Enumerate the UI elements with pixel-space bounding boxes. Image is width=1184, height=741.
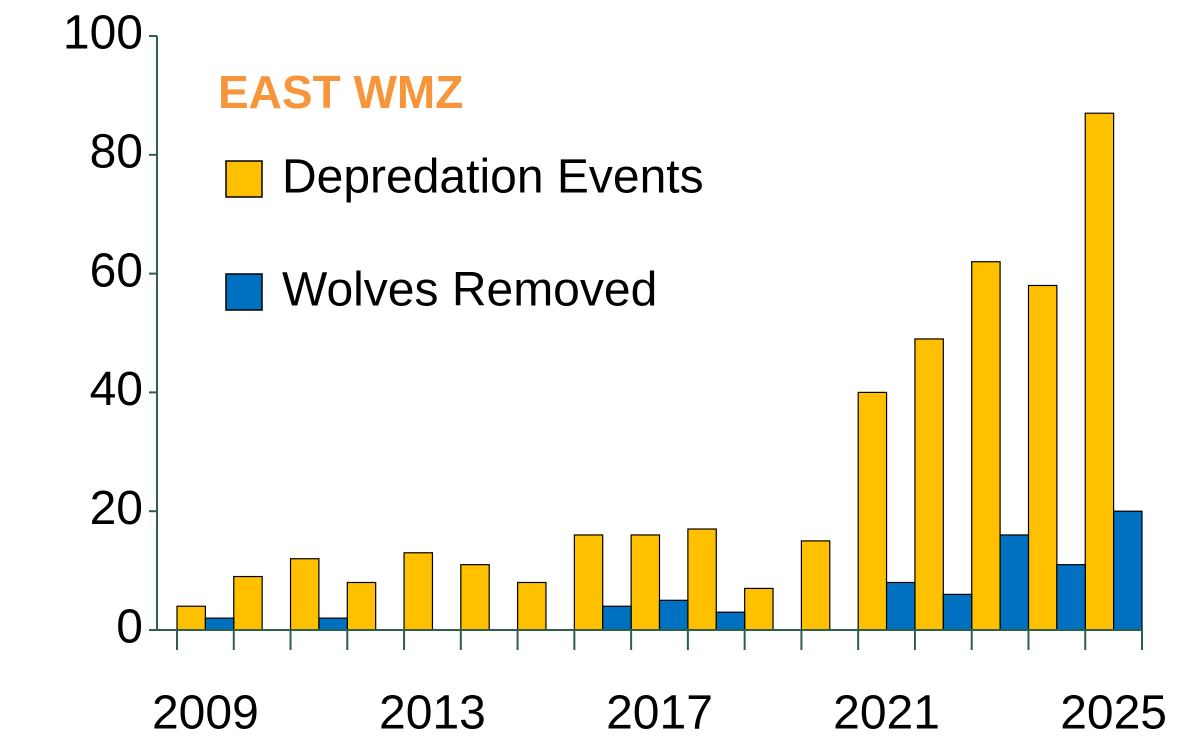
- y-tick-label: 0: [116, 601, 143, 654]
- bar: [1113, 510, 1143, 631]
- bar: [658, 599, 689, 631]
- x-tick-label: 2021: [833, 687, 940, 740]
- bar: [914, 338, 944, 631]
- y-tick-label: 60: [90, 244, 143, 297]
- y-tick-label: 40: [90, 363, 143, 416]
- y-tick-label: 20: [90, 482, 143, 535]
- bar: [999, 534, 1030, 631]
- legend-label: Depredation Events: [282, 151, 704, 204]
- x-tick-label: 2017: [606, 687, 713, 740]
- y-tick-label: 100: [63, 7, 143, 60]
- bar: [602, 605, 632, 631]
- bar: [346, 581, 377, 631]
- bar: [176, 605, 206, 631]
- y-tick-label: 80: [90, 125, 143, 178]
- x-tick-label: 2013: [379, 687, 486, 740]
- bar: [630, 534, 661, 631]
- bar: [744, 587, 774, 631]
- bar: [715, 611, 746, 631]
- bar: [942, 593, 973, 631]
- legend-swatch: [225, 160, 263, 198]
- bar: [687, 528, 717, 631]
- bar: [403, 552, 434, 631]
- x-tick-label: 2025: [1060, 687, 1167, 740]
- bar: [289, 558, 320, 631]
- legend-label: Wolves Removed: [282, 264, 657, 317]
- x-tick-label: 2009: [152, 687, 259, 740]
- bar: [1056, 564, 1086, 631]
- bar: [1027, 284, 1058, 631]
- bar: [204, 617, 235, 631]
- legend-swatch: [225, 273, 263, 311]
- bar: [1084, 112, 1115, 631]
- bar: [885, 581, 916, 631]
- bar: [857, 391, 888, 631]
- bar: [516, 581, 547, 631]
- bar: [318, 617, 348, 631]
- bar: [971, 261, 1001, 631]
- bar: [233, 575, 263, 631]
- bar: [573, 534, 604, 631]
- bar: [460, 564, 490, 631]
- bar: [800, 540, 831, 631]
- chart-title: EAST WMZ: [218, 66, 463, 118]
